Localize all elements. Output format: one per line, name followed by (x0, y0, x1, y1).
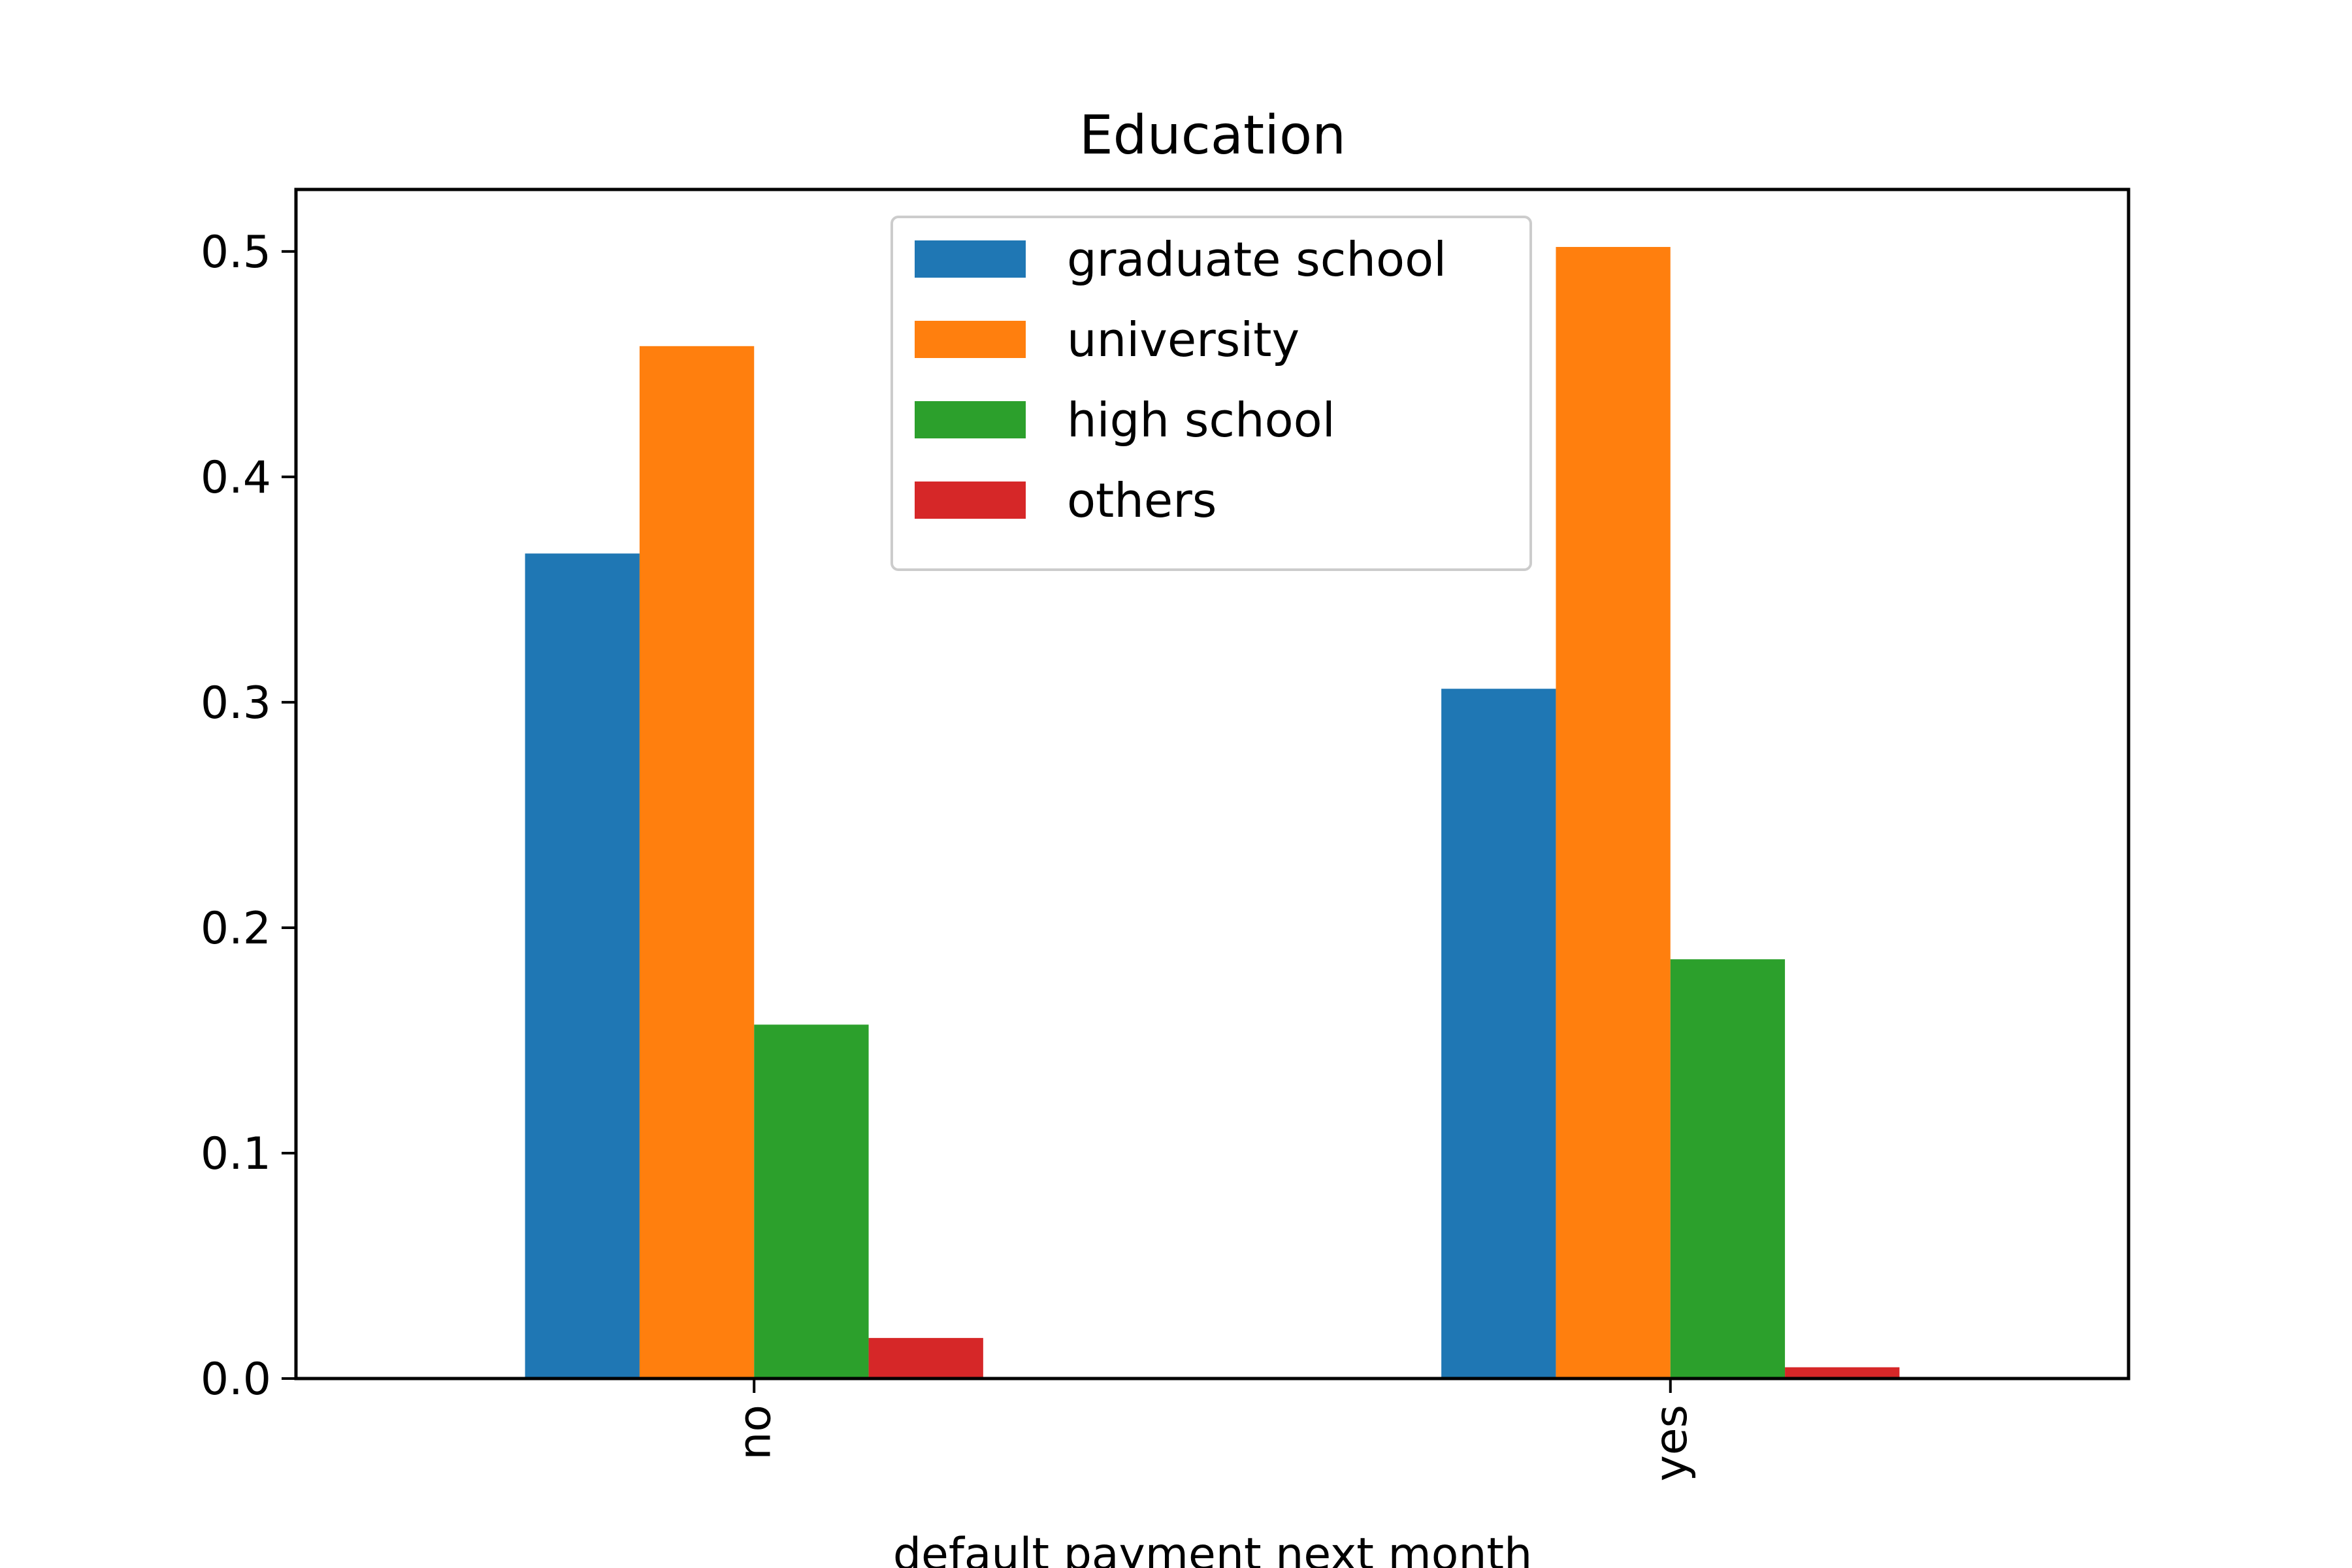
y-tick-label: 0.3 (201, 678, 271, 729)
bar-yes-high-school (1670, 959, 1786, 1379)
chart-title: Education (1079, 105, 1346, 167)
legend-label-graduate-school: graduate school (1067, 232, 1446, 287)
x-axis-label: default payment next month (893, 1529, 1532, 1568)
y-tick-label: 0.2 (201, 903, 271, 955)
legend-swatch-graduate-school (915, 240, 1026, 278)
legend-label-university: university (1067, 312, 1299, 367)
bar-no-others (868, 1337, 983, 1379)
plot-frame (294, 188, 2131, 1380)
legend: graduate school university high school othe… (890, 216, 1532, 571)
bars-group (525, 246, 1900, 1379)
bar-no-high-school (754, 1024, 869, 1379)
y-tick-label: 0.1 (201, 1128, 271, 1180)
legend-swatch-high-school (915, 401, 1026, 438)
legend-label-others: others (1067, 473, 1217, 528)
bar-yes-graduate-school (1441, 689, 1556, 1379)
bar-yes-others (1785, 1367, 1900, 1379)
x-tick-label-yes: yes (1646, 1405, 1697, 1482)
legend-box (890, 216, 1532, 571)
bar-no-graduate-school (525, 553, 640, 1379)
y-tick-label: 0.5 (201, 227, 271, 278)
x-tick-label-no: no (729, 1405, 781, 1460)
y-axis: 0.0 0.1 0.2 0.3 0.4 0.5 (201, 227, 296, 1405)
legend-swatch-others (915, 482, 1026, 519)
legend-label-high-school: high school (1067, 393, 1335, 448)
bar-no-university (639, 346, 755, 1379)
x-axis: no yes (729, 1379, 1697, 1482)
y-tick-label: 0.0 (201, 1354, 271, 1405)
legend-swatch-university (915, 321, 1026, 358)
y-tick-label: 0.4 (201, 452, 271, 504)
bar-yes-university (1556, 246, 1671, 1379)
